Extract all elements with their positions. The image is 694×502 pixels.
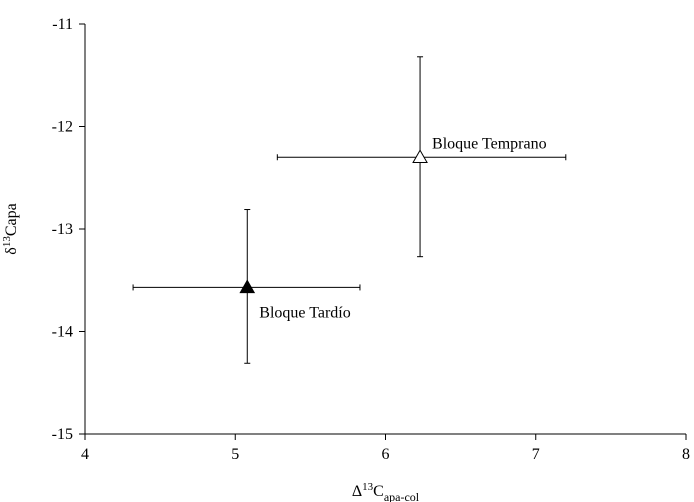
axes xyxy=(84,24,686,435)
x-axis-title: Δ13Capa-col xyxy=(352,481,420,502)
y-axis-title: δ13Capa xyxy=(1,203,20,254)
x-tick-label: 5 xyxy=(231,446,239,463)
x-tick-label: 8 xyxy=(682,446,690,463)
y-tick-label: -11 xyxy=(52,16,73,33)
y-tick-label: -13 xyxy=(52,221,73,238)
y-axis-ticks: -11 -12 -13 -14 -15 xyxy=(52,16,85,443)
point-label: Bloque Temprano xyxy=(432,135,547,152)
x-tick-label: 7 xyxy=(532,446,540,463)
filled-triangle-marker xyxy=(239,279,256,294)
y-tick-label: -14 xyxy=(52,324,73,341)
open-triangle-marker xyxy=(412,149,428,163)
x-tick-label: 6 xyxy=(382,446,390,463)
data-point-group: Bloque Temprano xyxy=(276,56,567,258)
x-tick-label: 4 xyxy=(81,446,89,463)
x-axis-ticks: 4 5 6 7 8 xyxy=(81,434,690,463)
y-tick-label: -12 xyxy=(52,119,73,136)
point-label: Bloque Tardío xyxy=(259,304,350,321)
data-points: Bloque Temprano Bloque Tardío xyxy=(132,56,567,364)
y-tick-label: -15 xyxy=(52,426,73,443)
data-point-group: Bloque Tardío xyxy=(132,209,361,364)
